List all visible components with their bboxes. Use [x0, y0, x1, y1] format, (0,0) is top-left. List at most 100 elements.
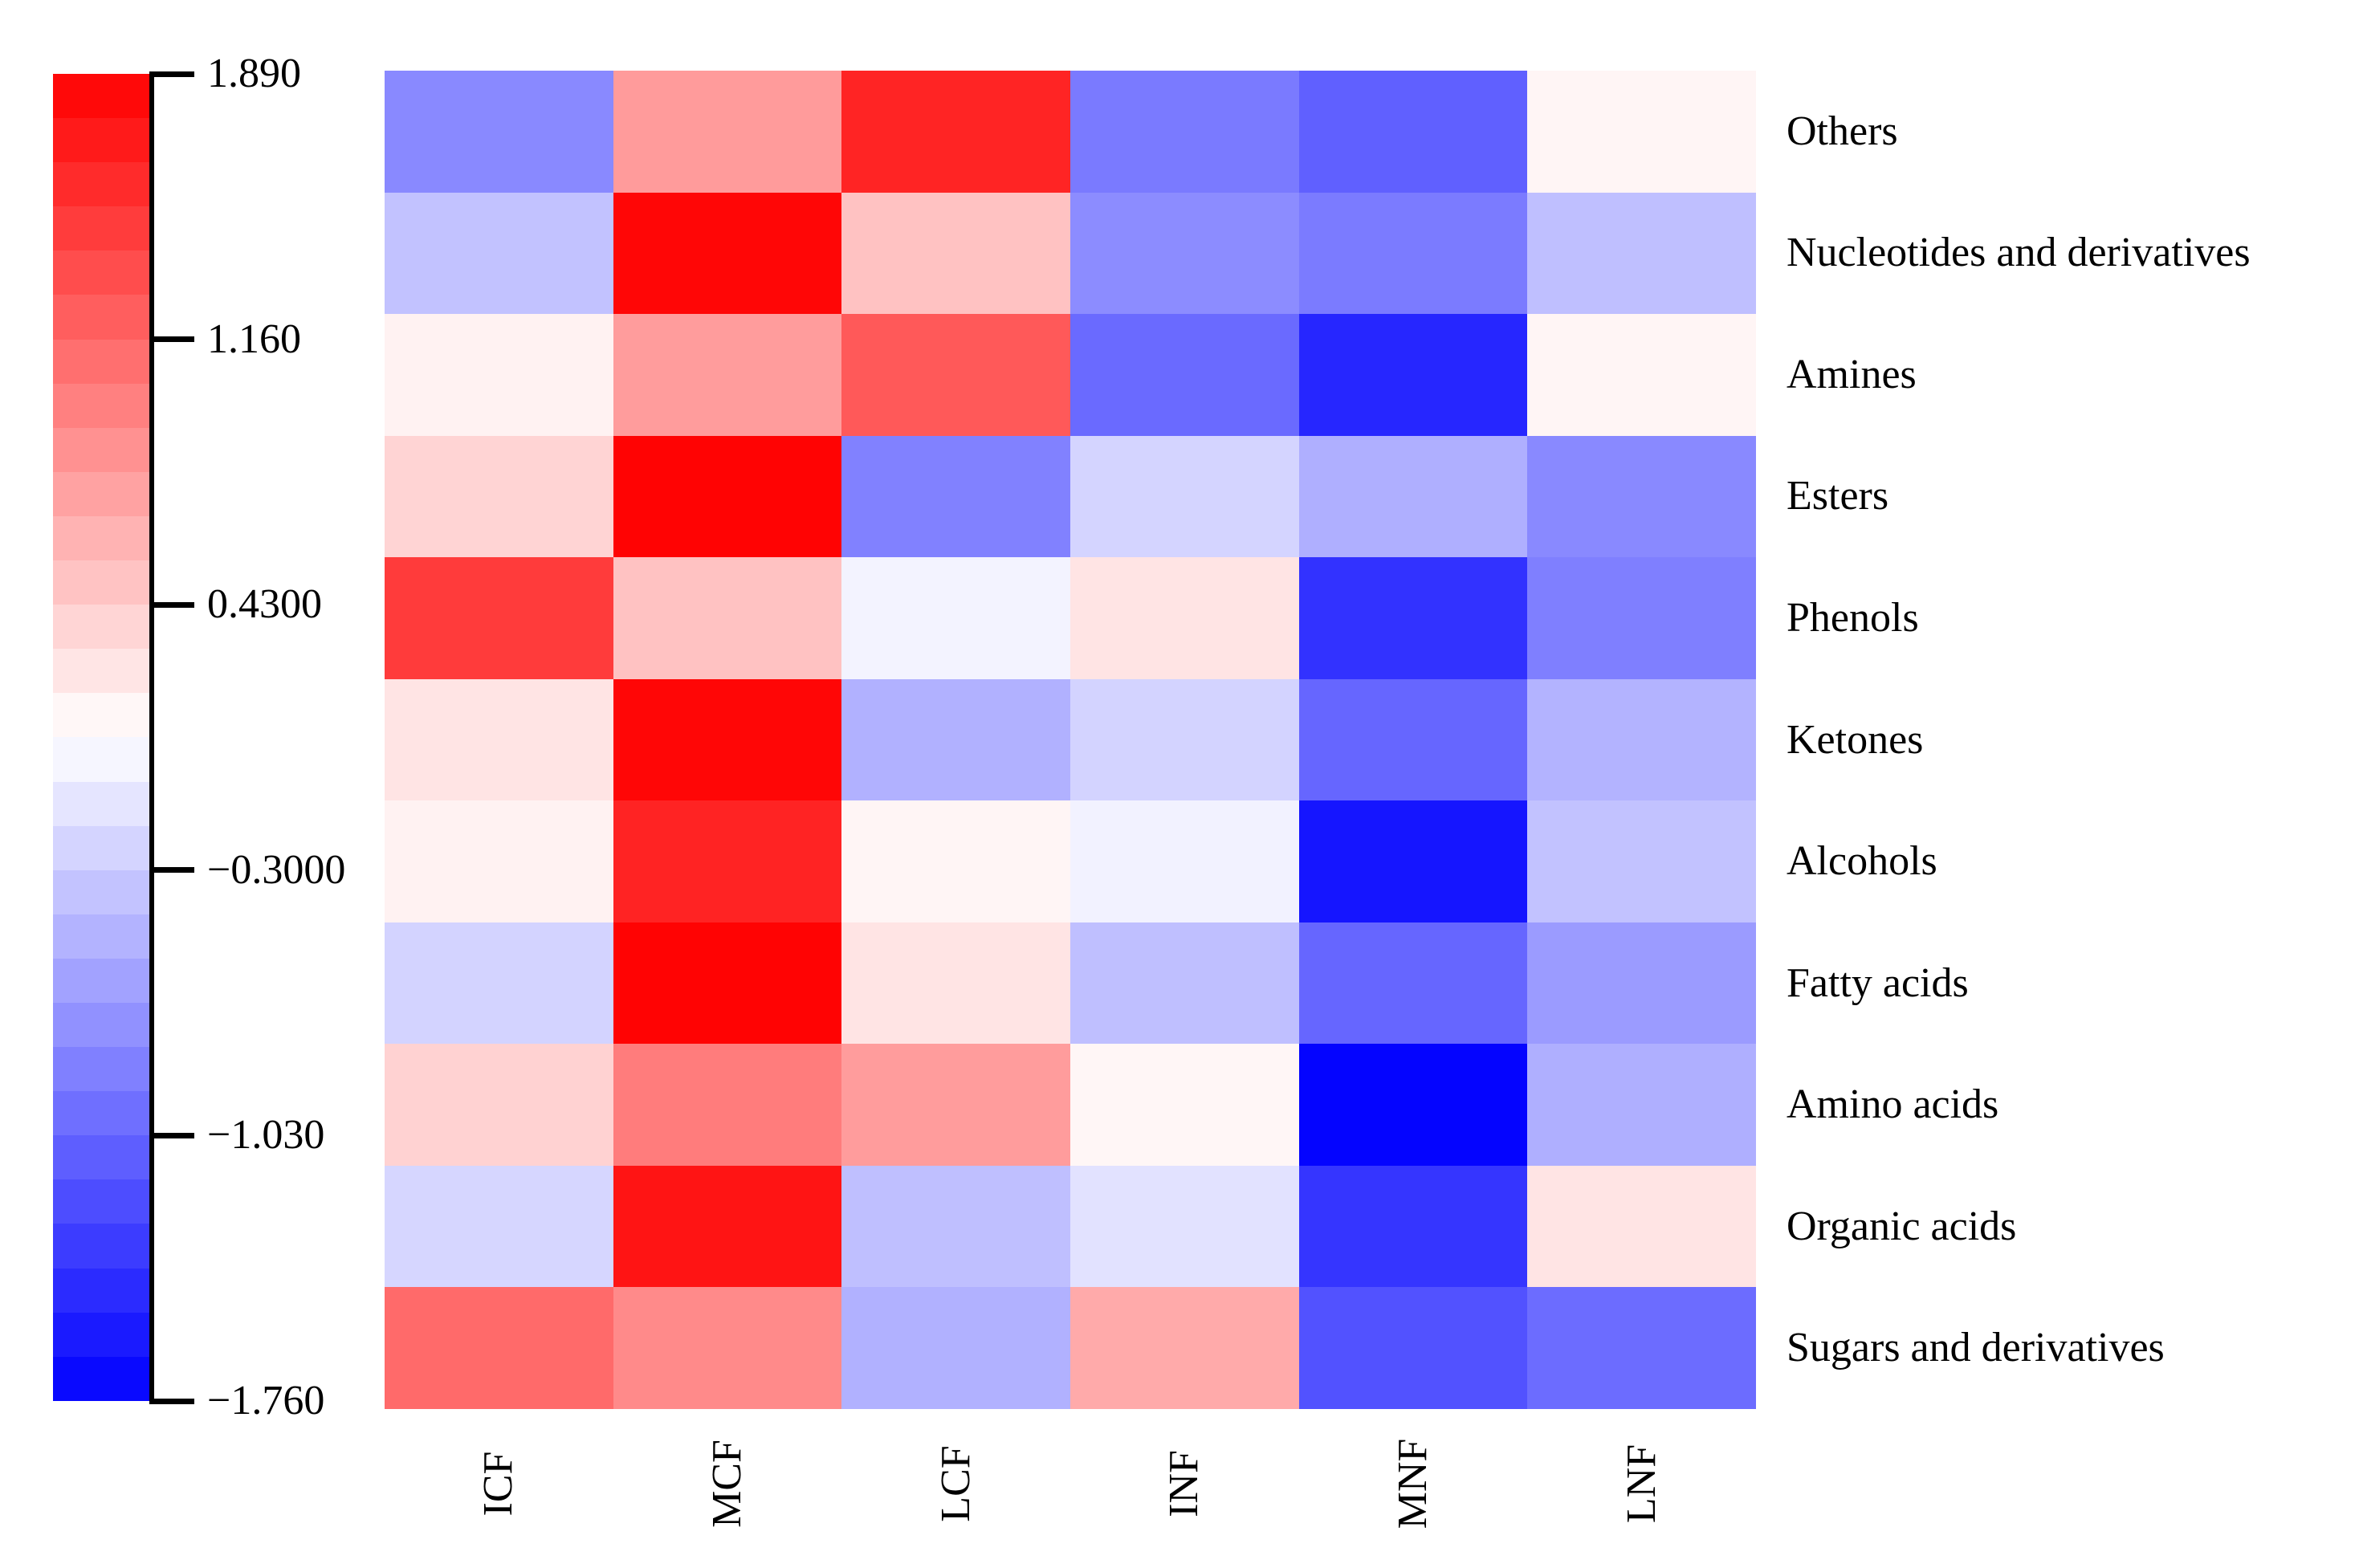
heatmap-cell-11-LCF — [841, 1287, 1070, 1409]
heatmap-cell-2-MCF — [613, 192, 842, 315]
colorbar-step — [53, 958, 151, 1003]
heatmap-cell-9-LCF — [841, 1044, 1070, 1166]
heatmap-cell-6-INF — [1069, 678, 1299, 801]
heatmap-cell-5-MCF — [613, 557, 842, 679]
colorbar-step — [53, 250, 151, 295]
colorbar-step — [53, 781, 151, 826]
heatmap-cell-8-LNF — [1527, 922, 1756, 1045]
heatmap-cell-3-INF — [1069, 314, 1299, 436]
heatmap-grid — [385, 71, 1756, 1409]
heatmap-cell-1-INF — [1069, 71, 1299, 193]
column-label: MCF — [704, 1440, 750, 1528]
colorbar-axis-line — [149, 71, 154, 1404]
heatmap-cell-2-INF — [1069, 192, 1299, 315]
heatmap-cell-1-ICF — [385, 71, 613, 193]
heatmap-cell-8-LCF — [841, 922, 1070, 1045]
colorbar-step — [53, 870, 151, 914]
row-label: Others — [1787, 108, 1898, 154]
heatmap-cell-10-LCF — [841, 1165, 1070, 1288]
heatmap-cell-4-MNF — [1298, 435, 1528, 558]
colorbar-tick-mark — [153, 71, 194, 77]
heatmap-cell-4-INF — [1069, 435, 1299, 558]
colorbar-step — [53, 693, 151, 738]
heatmap-cell-2-MNF — [1298, 192, 1528, 315]
heatmap-cell-6-ICF — [385, 678, 613, 801]
heatmap-cell-5-ICF — [385, 557, 613, 679]
heatmap-cell-7-MNF — [1298, 800, 1528, 922]
heatmap-cell-3-LNF — [1527, 314, 1756, 436]
row-label: Amines — [1787, 351, 1917, 397]
heatmap-cell-10-LNF — [1527, 1165, 1756, 1288]
heatmap-cell-10-ICF — [385, 1165, 613, 1288]
heatmap-cell-5-INF — [1069, 557, 1299, 679]
heatmap-cell-7-MCF — [613, 800, 842, 922]
row-label: Sugars and derivatives — [1787, 1325, 2165, 1371]
colorbar-step — [53, 1312, 151, 1357]
colorbar-step — [53, 1224, 151, 1269]
colorbar-step — [53, 914, 151, 959]
heatmap-cell-5-LNF — [1527, 557, 1756, 679]
colorbar-step — [53, 162, 151, 207]
heatmap-cell-11-MNF — [1298, 1287, 1528, 1409]
heatmap-cell-9-MNF — [1298, 1044, 1528, 1166]
heatmap-cell-6-LCF — [841, 678, 1070, 801]
heatmap-cell-2-LNF — [1527, 192, 1756, 315]
heatmap-cell-3-MCF — [613, 314, 842, 436]
heatmap-cell-9-LNF — [1527, 1044, 1756, 1166]
colorbar-step — [53, 383, 151, 428]
heatmap-cell-10-MCF — [613, 1165, 842, 1288]
heatmap-cell-1-MNF — [1298, 71, 1528, 193]
colorbar-step — [53, 339, 151, 384]
row-label: Ketones — [1787, 716, 1924, 763]
colorbar-tick-mark — [153, 336, 194, 343]
colorbar-step — [53, 1002, 151, 1048]
colorbar-step — [53, 295, 151, 340]
heatmap-cell-7-LNF — [1527, 800, 1756, 922]
heatmap-cell-1-LNF — [1527, 71, 1756, 193]
heatmap-cell-4-LNF — [1527, 435, 1756, 558]
colorbar-step — [53, 206, 151, 251]
heatmap-cell-1-MCF — [613, 71, 842, 193]
heatmap-cell-6-LNF — [1527, 678, 1756, 801]
heatmap-cell-8-INF — [1069, 922, 1299, 1045]
colorbar-step — [53, 737, 151, 782]
column-label: ICF — [475, 1451, 522, 1517]
row-label: Alcohols — [1787, 838, 1937, 885]
colorbar-tick-label: −1.030 — [207, 1112, 325, 1159]
column-label: MNF — [1390, 1438, 1436, 1529]
heatmap-cell-8-ICF — [385, 922, 613, 1045]
row-label: Organic acids — [1787, 1203, 2017, 1249]
heatmap-cell-11-ICF — [385, 1287, 613, 1409]
colorbar-step — [53, 1091, 151, 1136]
colorbar-tick-mark — [153, 867, 194, 874]
colorbar-step — [53, 1356, 151, 1401]
colorbar-step — [53, 74, 151, 119]
heatmap-cell-4-ICF — [385, 435, 613, 558]
colorbar-tick-mark — [153, 601, 194, 608]
colorbar-tick-label: 1.890 — [207, 51, 301, 96]
colorbar-step — [53, 515, 151, 561]
heatmap-cell-11-LNF — [1527, 1287, 1756, 1409]
row-label: Esters — [1787, 473, 1889, 519]
heatmap-cell-9-ICF — [385, 1044, 613, 1166]
colorbar-step — [53, 471, 151, 516]
row-label: Fatty acids — [1787, 959, 1969, 1006]
heatmap-cell-3-LCF — [841, 314, 1070, 436]
colorbar-tick-mark — [153, 1398, 194, 1404]
heatmap-cell-2-LCF — [841, 192, 1070, 315]
heatmap-cell-8-MNF — [1298, 922, 1528, 1045]
heatmap-cell-7-INF — [1069, 800, 1299, 922]
colorbar — [53, 74, 151, 1401]
heatmap-cell-6-MCF — [613, 678, 842, 801]
heatmap-cell-6-MNF — [1298, 678, 1528, 801]
heatmap-cell-1-LCF — [841, 71, 1070, 193]
column-label: INF — [1161, 1450, 1208, 1517]
heatmap-cell-7-LCF — [841, 800, 1070, 922]
colorbar-step — [53, 825, 151, 870]
heatmap-cell-7-ICF — [385, 800, 613, 922]
colorbar-step — [53, 1268, 151, 1313]
heatmap-cell-2-ICF — [385, 192, 613, 315]
colorbar-tick-label: 1.160 — [207, 316, 301, 362]
heatmap-cell-9-INF — [1069, 1044, 1299, 1166]
